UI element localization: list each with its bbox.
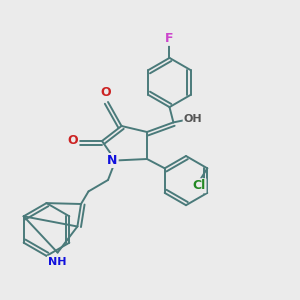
Text: F: F [165, 32, 174, 45]
Text: Cl: Cl [192, 179, 206, 192]
Text: N: N [107, 154, 118, 167]
Text: NH: NH [48, 256, 66, 267]
Text: O: O [68, 134, 78, 148]
Text: O: O [100, 86, 111, 100]
Text: OH: OH [184, 114, 202, 124]
